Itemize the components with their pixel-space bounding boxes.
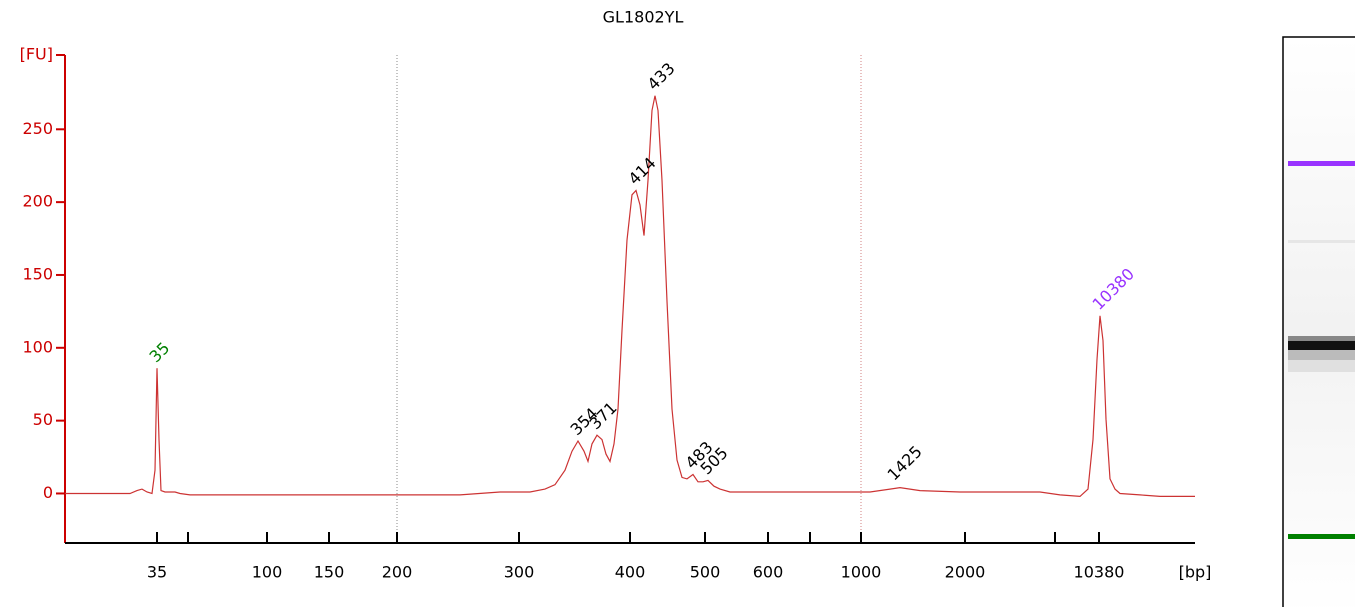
gel-lane [1282,36,1355,607]
y-tick-label: 250 [22,119,53,138]
y-tick-label: 150 [22,264,53,283]
gel-lane-frame [1282,36,1355,607]
gel-band [1288,341,1355,350]
x-tick-label: 2000 [945,563,986,582]
x-tick-label: 35 [147,563,167,582]
peak-label: 10380 [1089,264,1138,313]
x-tick-label: 10380 [1074,563,1125,582]
x-axis-label: [bp] [1179,563,1212,582]
y-tick-label: 0 [43,483,53,502]
peak-label: 1425 [884,442,926,484]
gel-band-upper-marker [1288,161,1355,166]
y-tick-label: 100 [22,337,53,356]
x-tick-label: 1000 [841,563,882,582]
x-tick-label: 400 [615,563,646,582]
x-tick-label: 150 [314,563,345,582]
gel-band [1288,240,1355,243]
y-tick-label: 50 [33,410,53,429]
x-tick-label: 200 [382,563,413,582]
peak-label: 35 [146,338,174,366]
x-tick-label: 600 [753,563,784,582]
gel-band [1288,360,1355,372]
trace [65,95,1195,498]
gel-band [1288,336,1355,341]
x-tick-label: 500 [690,563,721,582]
x-tick-label: 100 [252,563,283,582]
x-tick-label: 300 [504,563,535,582]
y-tick-label: [FU] [20,45,53,64]
gel-band-lower-marker [1288,534,1355,539]
y-tick-label: 200 [22,192,53,211]
chart-title: GL1802YL [603,8,684,27]
peak-label: 414 [625,153,660,188]
peak-label: 433 [644,59,679,94]
gel-band [1288,350,1355,360]
